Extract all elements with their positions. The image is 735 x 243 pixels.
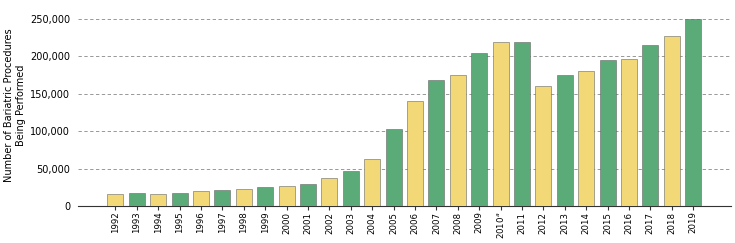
Bar: [407, 101, 423, 206]
Bar: [664, 35, 680, 206]
Bar: [171, 192, 187, 206]
Bar: [492, 42, 509, 206]
Bar: [535, 86, 551, 206]
Bar: [343, 171, 359, 206]
Bar: [129, 193, 145, 206]
Bar: [236, 189, 252, 206]
Bar: [450, 75, 466, 206]
Bar: [364, 159, 380, 206]
Bar: [642, 45, 659, 206]
Bar: [600, 60, 615, 206]
Bar: [514, 42, 530, 206]
Bar: [429, 80, 445, 206]
Y-axis label: Number of Bariatric Procedures
Being Performed: Number of Bariatric Procedures Being Per…: [4, 28, 26, 182]
Bar: [685, 19, 701, 206]
Bar: [621, 59, 637, 206]
Bar: [150, 194, 166, 206]
Bar: [386, 129, 401, 206]
Bar: [321, 178, 337, 206]
Bar: [107, 194, 123, 206]
Bar: [215, 190, 230, 206]
Bar: [556, 75, 573, 206]
Bar: [279, 186, 295, 206]
Bar: [578, 71, 594, 206]
Bar: [257, 187, 273, 206]
Bar: [471, 53, 487, 206]
Bar: [193, 191, 209, 206]
Bar: [300, 183, 316, 206]
